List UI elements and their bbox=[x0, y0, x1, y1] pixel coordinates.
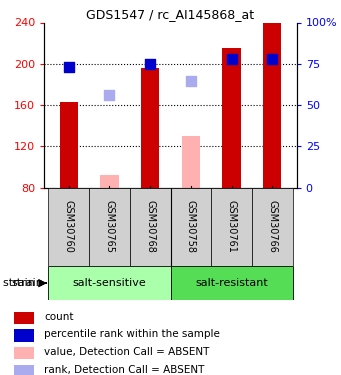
Text: rank, Detection Call = ABSENT: rank, Detection Call = ABSENT bbox=[44, 365, 204, 375]
Bar bbox=[222, 48, 241, 188]
Bar bbox=[170, 188, 211, 266]
Text: value, Detection Call = ABSENT: value, Detection Call = ABSENT bbox=[44, 347, 209, 357]
Bar bbox=[14, 347, 34, 359]
Title: GDS1547 / rc_AI145868_at: GDS1547 / rc_AI145868_at bbox=[86, 8, 255, 21]
Bar bbox=[89, 188, 130, 266]
Bar bbox=[60, 102, 78, 188]
Point bbox=[147, 61, 153, 67]
Text: count: count bbox=[44, 312, 73, 322]
Bar bbox=[211, 188, 252, 266]
Bar bbox=[263, 22, 281, 188]
Text: GSM30760: GSM30760 bbox=[64, 200, 74, 254]
Text: GSM30768: GSM30768 bbox=[145, 200, 155, 254]
Bar bbox=[100, 175, 119, 188]
Bar bbox=[252, 188, 293, 266]
Bar bbox=[14, 329, 34, 342]
Bar bbox=[48, 266, 170, 300]
Point bbox=[107, 92, 112, 98]
Text: percentile rank within the sample: percentile rank within the sample bbox=[44, 329, 220, 339]
Bar bbox=[182, 136, 200, 188]
Bar bbox=[170, 266, 293, 300]
Text: strain ▶: strain ▶ bbox=[3, 278, 47, 288]
Text: GSM30765: GSM30765 bbox=[104, 200, 115, 254]
Bar bbox=[141, 68, 159, 188]
Text: GSM30761: GSM30761 bbox=[226, 200, 237, 254]
Bar bbox=[14, 312, 34, 324]
Bar bbox=[14, 365, 34, 375]
Bar bbox=[48, 188, 89, 266]
Text: GSM30758: GSM30758 bbox=[186, 200, 196, 254]
Text: GSM30766: GSM30766 bbox=[267, 200, 277, 254]
Point bbox=[188, 78, 194, 84]
Bar bbox=[130, 188, 170, 266]
Point bbox=[269, 56, 275, 62]
Text: salt-resistant: salt-resistant bbox=[195, 278, 268, 288]
Point bbox=[66, 64, 72, 70]
Text: strain: strain bbox=[12, 278, 44, 288]
Point bbox=[229, 56, 234, 62]
Text: salt-sensitive: salt-sensitive bbox=[73, 278, 146, 288]
